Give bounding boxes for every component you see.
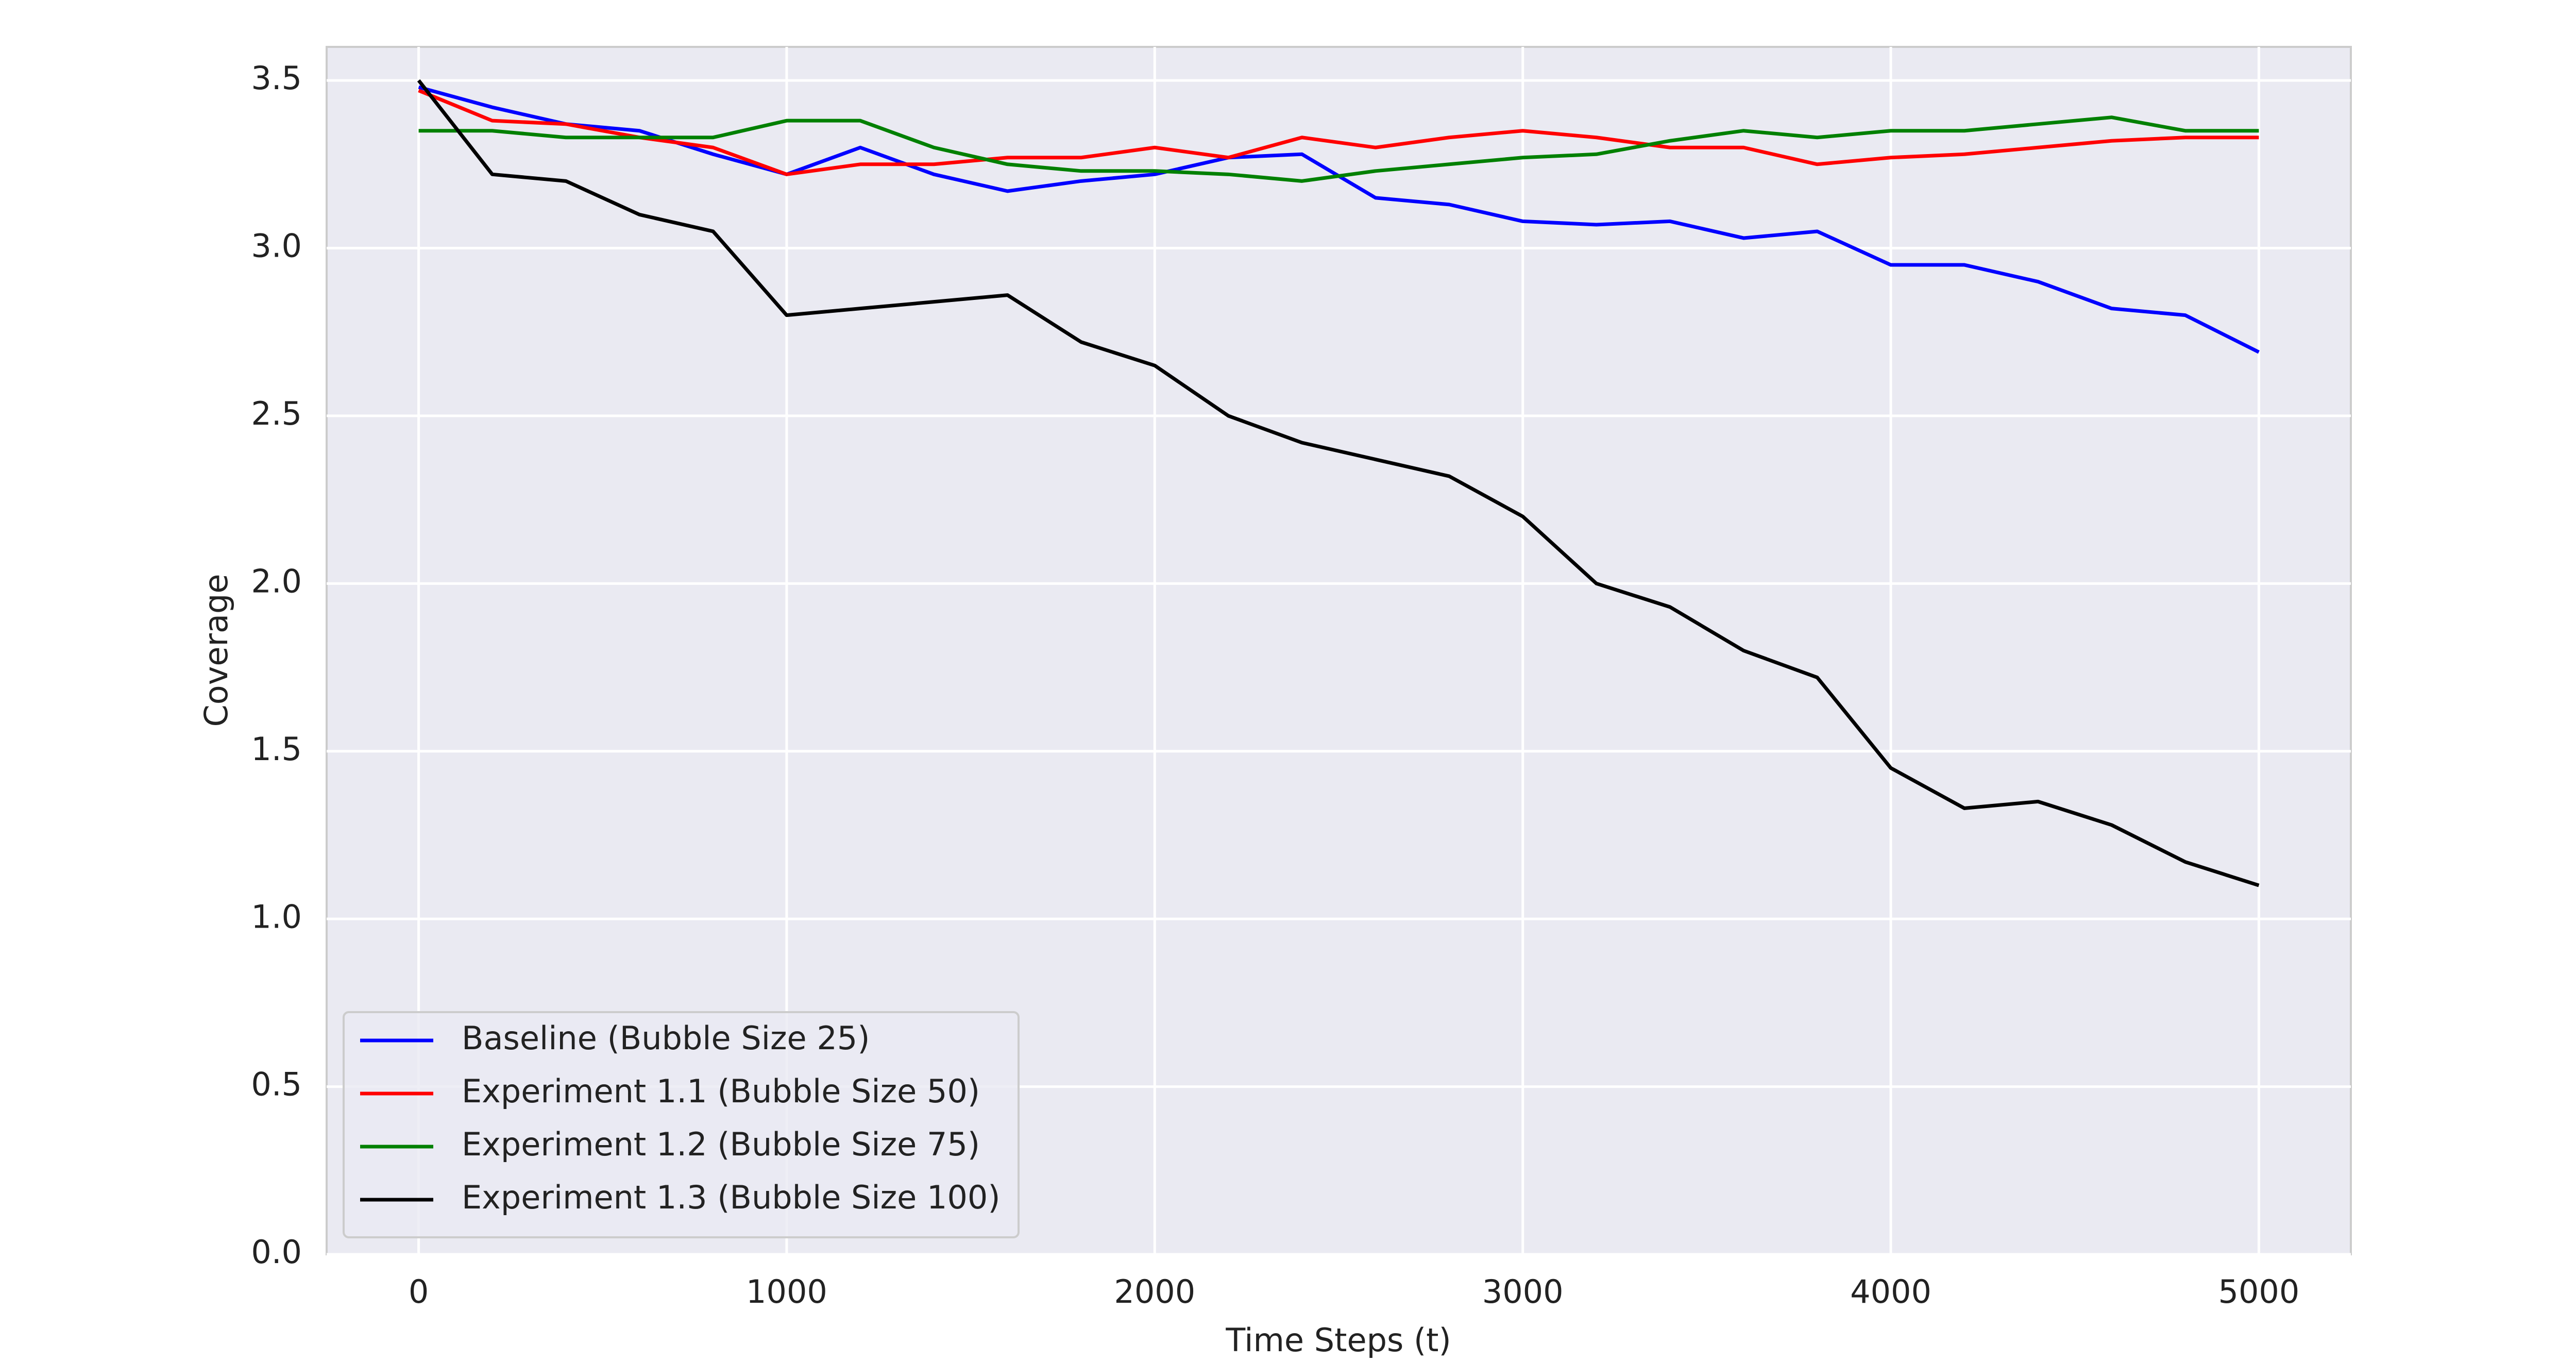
- legend-label: Experiment 1.1 (Bubble Size 50): [462, 1072, 980, 1110]
- legend-box: [343, 1011, 1020, 1238]
- y-tick-label: 1.5: [251, 730, 302, 768]
- y-tick-label: 3.0: [251, 227, 302, 265]
- y-tick-label: 3.5: [251, 59, 302, 97]
- legend-label: Experiment 1.2 (Bubble Size 75): [462, 1125, 980, 1163]
- series-line: [418, 115, 2259, 183]
- y-tick-label: 1.0: [251, 898, 302, 935]
- y-tick-label: 2.0: [251, 562, 302, 600]
- x-axis-label: Time Steps (t): [1225, 1321, 1451, 1359]
- x-tick-label: 4000: [1850, 1273, 1931, 1310]
- x-tick-label: 0: [409, 1273, 429, 1310]
- series-line: [418, 89, 2259, 176]
- legend-label: Baseline (Bubble Size 25): [462, 1019, 870, 1057]
- series-line: [417, 79, 2260, 887]
- x-tick-label: 3000: [1482, 1273, 1564, 1310]
- y-tick-label: 2.5: [251, 395, 302, 432]
- y-tick-label: 0.5: [251, 1066, 302, 1103]
- x-tick-label: 2000: [1114, 1273, 1195, 1310]
- x-tick-label: 1000: [746, 1273, 827, 1310]
- x-tick-label: 5000: [2218, 1273, 2300, 1310]
- y-tick-label: 0.0: [251, 1233, 302, 1271]
- y-axis-label: Coverage: [197, 574, 235, 727]
- legend-label: Experiment 1.3 (Bubble Size 100): [462, 1179, 1001, 1216]
